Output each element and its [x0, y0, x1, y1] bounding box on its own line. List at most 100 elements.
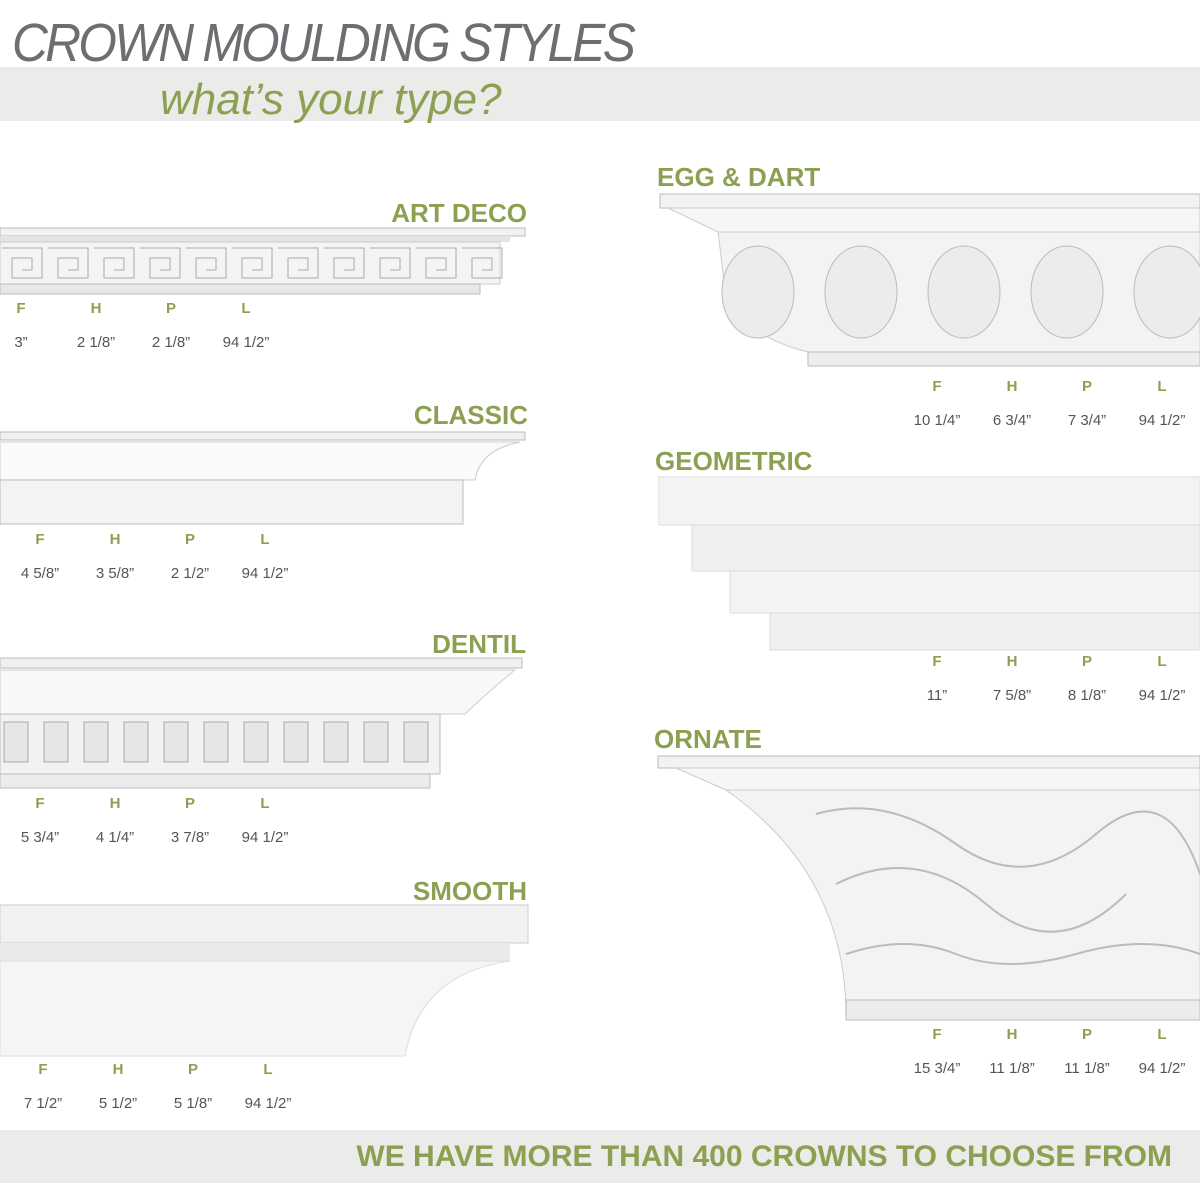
dentil-moulding-image	[0, 657, 523, 789]
header-band	[0, 67, 1200, 121]
footer-band	[0, 1130, 1200, 1183]
greek-key-motif	[94, 247, 135, 279]
style-heading-dentil: DENTIL	[432, 629, 526, 659]
greek-key-motif	[416, 247, 457, 279]
style-heading-smooth: SMOOTH	[412, 876, 527, 906]
spec-label: L	[260, 795, 270, 812]
greek-key-motif	[370, 247, 411, 279]
dentil-block	[363, 721, 389, 763]
page-title: CROWN MOULDING STYLES	[12, 13, 636, 73]
style-heading-classic: CLASSIC	[413, 400, 528, 430]
spec-label: H	[112, 1061, 124, 1078]
spec-label: F	[38, 1061, 48, 1078]
art-deco-moulding-image	[0, 227, 526, 295]
dentil-block	[3, 721, 29, 763]
spec-value: 94 1/2”	[222, 334, 270, 351]
spec-label: L	[1157, 1026, 1167, 1043]
spec-value: 94 1/2”	[1138, 412, 1186, 429]
spec-label: P	[187, 1061, 198, 1078]
dentil-block	[123, 721, 149, 763]
dentil-block	[403, 721, 429, 763]
spec-label: L	[1157, 378, 1167, 395]
page-subtitle: what’s your type?	[160, 75, 502, 124]
spec-label: F	[35, 795, 45, 812]
spec-label: P	[1081, 653, 1092, 670]
dentil-block	[163, 721, 189, 763]
spec-value: 94 1/2”	[244, 1095, 292, 1112]
spec-value: 8 1/8”	[1067, 687, 1107, 704]
greek-key-motif	[140, 247, 181, 279]
greek-key-motif	[2, 247, 43, 279]
spec-value: 7 5/8”	[992, 687, 1032, 704]
spec-label: P	[165, 300, 176, 317]
spec-value: 3 7/8”	[170, 829, 210, 846]
spec-value: 11”	[926, 687, 948, 704]
spec-label: F	[932, 1026, 942, 1043]
dentil-block	[243, 721, 269, 763]
spec-value: 11 1/8”	[989, 1060, 1035, 1077]
spec-label: F	[932, 653, 942, 670]
geometric-moulding-image	[658, 476, 1200, 651]
style-heading-geometric: GEOMETRIC	[655, 446, 813, 476]
spec-value: 2 1/2”	[170, 565, 210, 582]
spec-value: 6 3/4”	[992, 412, 1032, 429]
spec-value: 10 1/4”	[913, 412, 961, 429]
spec-value: 2 1/8”	[76, 334, 116, 351]
spec-label: L	[263, 1061, 273, 1078]
style-heading-ornate: ORNATE	[654, 724, 762, 754]
spec-label: P	[1081, 378, 1092, 395]
ornate-moulding-image	[657, 755, 1200, 1021]
spec-value: 94 1/2”	[1138, 1060, 1186, 1077]
spec-value: 5 3/4”	[20, 829, 60, 846]
spec-label: L	[241, 300, 251, 317]
spec-label: L	[260, 531, 270, 548]
spec-label: H	[1006, 1026, 1018, 1043]
dentil-block	[43, 721, 69, 763]
egg-motif	[824, 245, 898, 339]
spec-value: 15 3/4”	[913, 1060, 961, 1077]
egg-motif	[1030, 245, 1104, 339]
classic-moulding-image	[0, 431, 526, 525]
egg-motif	[721, 245, 795, 339]
smooth-moulding-image	[0, 904, 529, 1057]
spec-value: 7 3/4”	[1067, 412, 1107, 429]
spec-value: 4 5/8”	[20, 565, 60, 582]
spec-value: 4 1/4”	[95, 829, 135, 846]
spec-label: F	[35, 531, 45, 548]
spec-value: 2 1/8”	[151, 334, 191, 351]
spec-value: 11 1/8”	[1064, 1060, 1110, 1077]
spec-label: H	[90, 300, 102, 317]
style-heading-art-deco: ART DECO	[391, 198, 527, 228]
spec-label: P	[184, 531, 195, 548]
greek-key-motif	[48, 247, 89, 279]
egg-motif	[1133, 245, 1200, 339]
dentil-block	[283, 721, 309, 763]
spec-label: H	[1006, 653, 1018, 670]
egg-motif	[927, 245, 1001, 339]
style-heading-egg-and-dart: EGG & DART	[657, 162, 821, 192]
spec-label: H	[109, 795, 121, 812]
greek-key-motif	[232, 247, 273, 279]
footer-tagline: WE HAVE MORE THAN 400 CROWNS TO CHOOSE F…	[356, 1140, 1172, 1173]
greek-key-motif	[186, 247, 227, 279]
spec-label: P	[1081, 1026, 1092, 1043]
spec-label: L	[1157, 653, 1167, 670]
spec-label: F	[16, 300, 26, 317]
spec-value: 94 1/2”	[241, 565, 289, 582]
spec-value: 5 1/8”	[173, 1095, 213, 1112]
spec-value: 7 1/2”	[23, 1095, 63, 1112]
spec-label: H	[1006, 378, 1018, 395]
dentil-block	[83, 721, 109, 763]
spec-value: 94 1/2”	[1138, 687, 1186, 704]
spec-label: H	[109, 531, 121, 548]
spec-value: 5 1/2”	[98, 1095, 138, 1112]
dentil-block	[203, 721, 229, 763]
spec-value: 94 1/2”	[241, 829, 289, 846]
spec-value: 3 5/8”	[95, 565, 135, 582]
egg-and-dart-moulding-image	[659, 193, 1200, 367]
spec-label: P	[184, 795, 195, 812]
dentil-block	[323, 721, 349, 763]
spec-label: F	[932, 378, 942, 395]
greek-key-motif	[462, 247, 503, 279]
greek-key-motif	[278, 247, 319, 279]
